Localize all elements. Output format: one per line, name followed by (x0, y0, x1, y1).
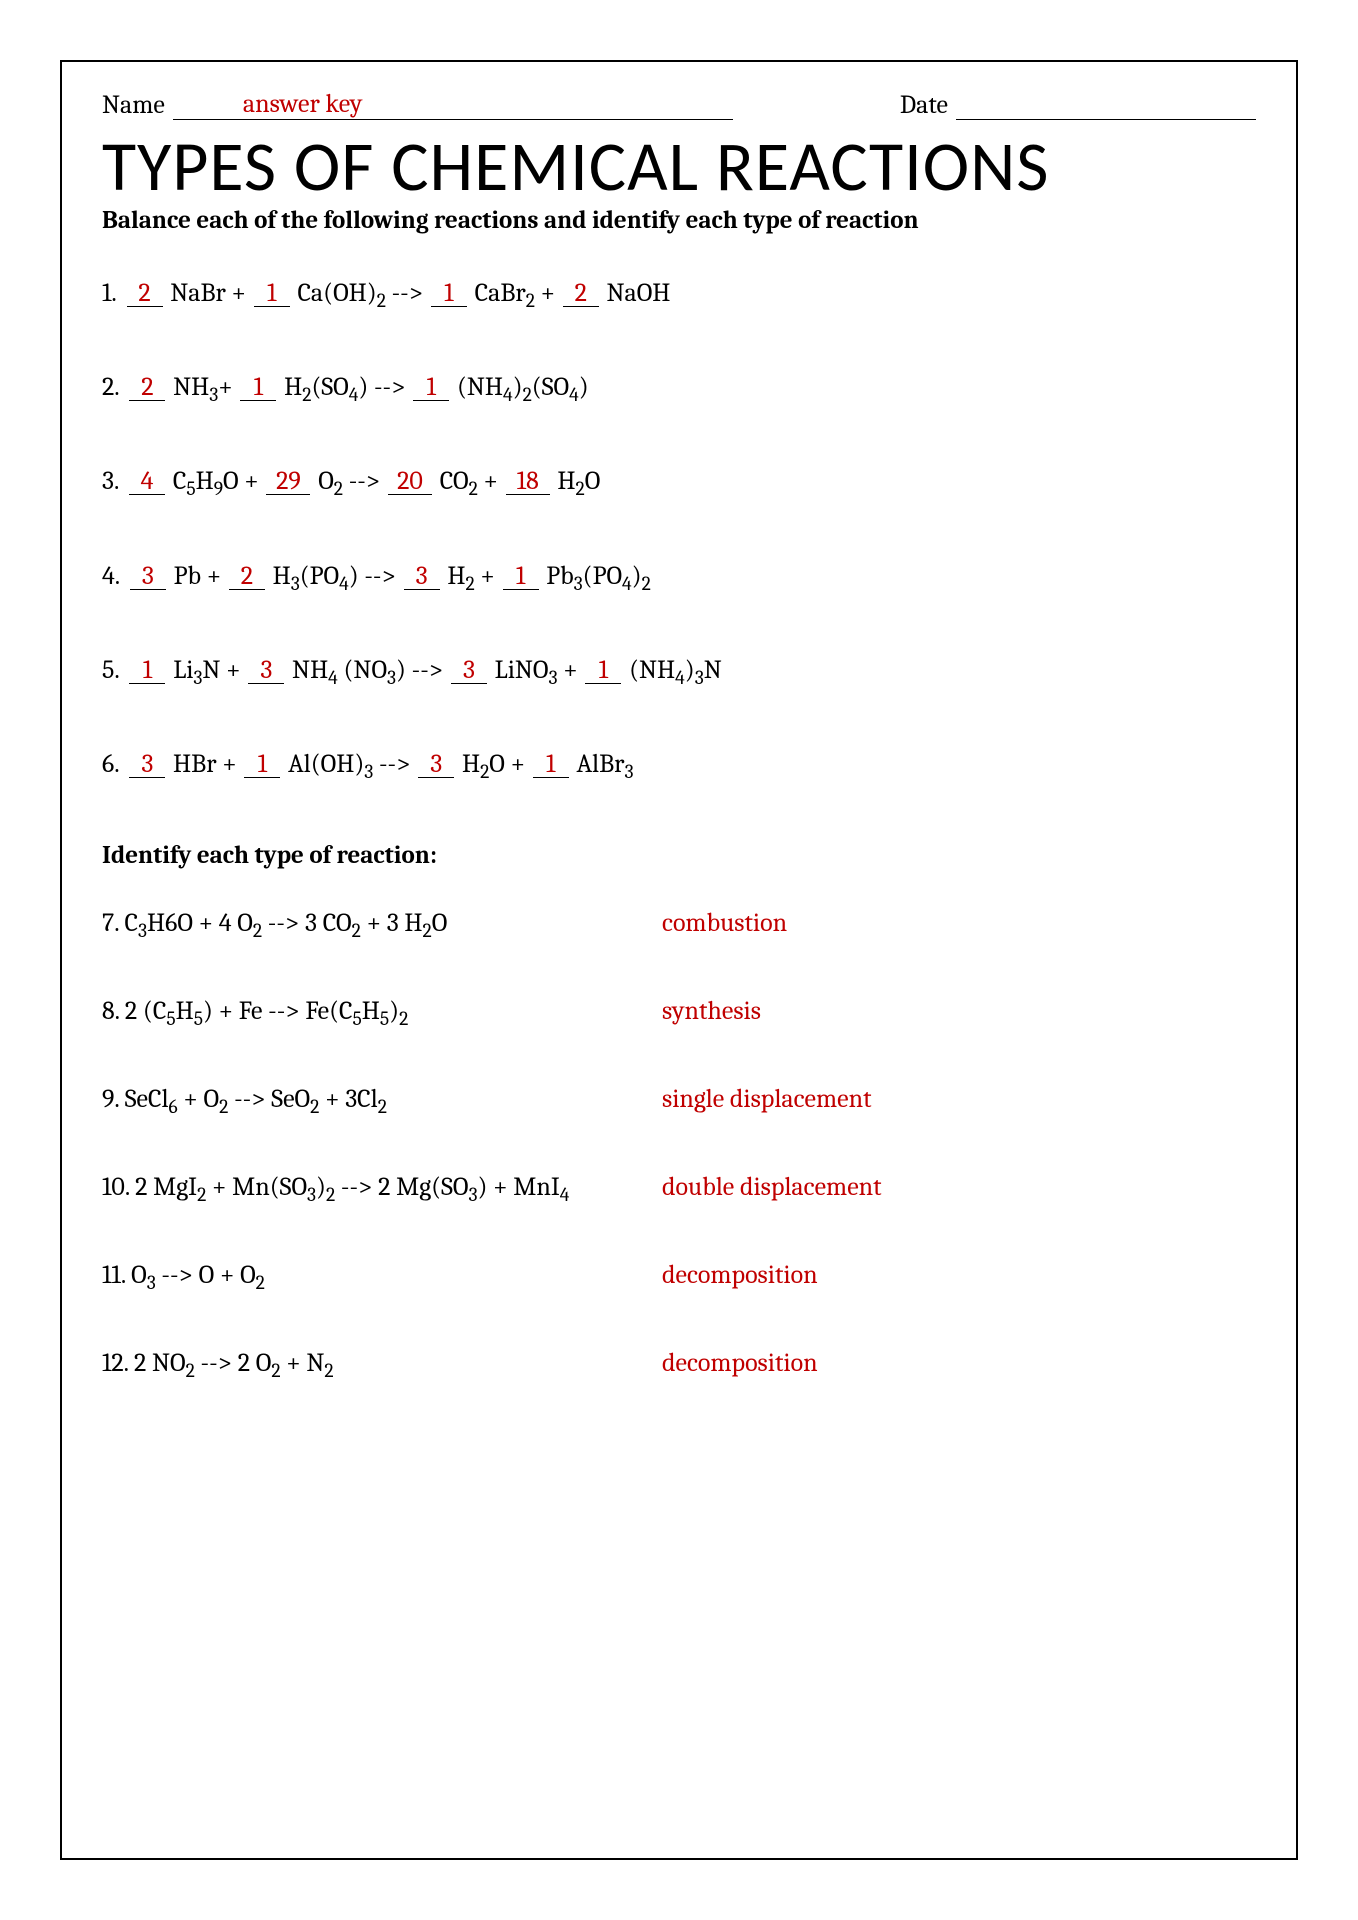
formula-segment: Al(OH)3 --> (288, 749, 410, 779)
identify-problem: 11. O3 --> O + O2decomposition (102, 1260, 1256, 1290)
formula-segment: H3(PO4) --> (273, 561, 396, 591)
formula-segment: (NH4)2(SO4) (457, 372, 589, 402)
formula-segment: H2 + (447, 561, 494, 591)
worksheet-page: Name answer key Date TYPES OF CHEMICAL R… (0, 0, 1358, 1920)
formula-segment: AlBr3 (576, 749, 633, 779)
reaction-type-answer: double displacement (662, 1172, 882, 1202)
identify-equation: 9. SeCl6 + O2 --> SeO2 + 3Cl2 (102, 1084, 662, 1114)
problem-number: 4. (102, 561, 120, 591)
formula-segment: (NH4)3N (629, 655, 722, 685)
problem-number: 10. (102, 1172, 129, 1202)
formula-segment: H2(SO4) --> (284, 372, 405, 402)
formula-segment: NH3+ (173, 372, 233, 402)
date-line (956, 98, 1256, 120)
name-line: answer key (173, 94, 733, 120)
formula-segment: H2O (557, 466, 600, 496)
coefficient-blank: 29 (266, 468, 310, 495)
formula-segment: Li3N + (173, 655, 240, 685)
problem-number: 11. (102, 1260, 125, 1290)
name-value: answer key (243, 91, 363, 117)
identify-equation: 11. O3 --> O + O2 (102, 1260, 662, 1290)
formula-segment: HBr + (173, 749, 237, 779)
coefficient-blank: 1 (431, 280, 467, 307)
problem-number: 1. (102, 278, 117, 308)
formula-segment: LiNO3 + (495, 655, 578, 685)
identify-problem-list: 7. C3H6O + 4 O2 --> 3 CO2 + 3 H2Ocombust… (102, 908, 1256, 1378)
balance-problem: 4. 3 Pb + 2 H3(PO4) --> 3 H2 + 1 Pb3(PO4… (102, 558, 1256, 594)
reaction-type-answer: single displacement (662, 1084, 872, 1114)
identify-equation: 7. C3H6O + 4 O2 --> 3 CO2 + 3 H2O (102, 908, 662, 938)
coefficient-blank: 3 (130, 563, 166, 590)
coefficient-blank: 1 (254, 280, 290, 307)
problem-number: 12. (102, 1348, 128, 1378)
reaction-type-answer: decomposition (662, 1260, 818, 1290)
formula-segment: CO2 + (440, 466, 498, 496)
coefficient-blank: 1 (503, 563, 539, 590)
coefficient-blank: 1 (129, 657, 165, 684)
header-row: Name answer key Date (102, 90, 1256, 120)
problem-number: 7. (102, 908, 119, 938)
coefficient-blank: 3 (129, 751, 165, 778)
problem-number: 8. (102, 996, 119, 1026)
problem-number: 3. (102, 466, 119, 496)
coefficient-blank: 3 (248, 657, 284, 684)
page-title: TYPES OF CHEMICAL REACTIONS (102, 130, 1256, 204)
balance-problem: 1. 2 NaBr + 1 Ca(OH)2 --> 1 CaBr2 + 2 Na… (102, 275, 1256, 311)
coefficient-blank: 2 (129, 374, 165, 401)
formula-segment: C5H9O + (173, 466, 259, 496)
reaction-type-answer: synthesis (662, 996, 761, 1026)
formula-segment: O2 --> (318, 466, 380, 496)
name-field: Name answer key (102, 90, 733, 120)
coefficient-blank: 2 (127, 280, 163, 307)
identify-equation: 12. 2 NO2 --> 2 O2 + N2 (102, 1348, 662, 1378)
coefficient-blank: 2 (229, 563, 265, 590)
problem-number: 2. (102, 372, 120, 402)
problem-number: 6. (102, 749, 120, 779)
coefficient-blank: 1 (533, 751, 569, 778)
problem-number: 9. (102, 1084, 119, 1114)
date-label: Date (900, 90, 948, 120)
balance-problem: 2. 2 NH3+ 1 H2(SO4) --> 1 (NH4)2(SO4) (102, 369, 1256, 405)
coefficient-blank: 1 (244, 751, 280, 778)
identify-problem: 8. 2 (C5H5) + Fe --> Fe(C5H5)2synthesis (102, 996, 1256, 1026)
coefficient-blank: 1 (240, 374, 276, 401)
coefficient-blank: 2 (563, 280, 599, 307)
identify-problem: 12. 2 NO2 --> 2 O2 + N2decomposition (102, 1348, 1256, 1378)
balance-problem: 5. 1 Li3N + 3 NH4 (NO3) --> 3 LiNO3 + 1 … (102, 652, 1256, 688)
balance-problem: 6. 3 HBr + 1 Al(OH)3 --> 3 H2O + 1 AlBr3 (102, 746, 1256, 782)
reaction-type-answer: decomposition (662, 1348, 818, 1378)
coefficient-blank: 1 (585, 657, 621, 684)
formula-segment: Pb3(PO4)2 (546, 561, 651, 591)
formula-segment: CaBr2 + (475, 278, 555, 308)
identify-problem: 7. C3H6O + 4 O2 --> 3 CO2 + 3 H2Ocombust… (102, 908, 1256, 938)
formula-segment: NaBr + (170, 278, 246, 308)
reaction-type-answer: combustion (662, 908, 787, 938)
balance-problem: 3. 4 C5H9O + 29 O2 --> 20 CO2 + 18 H2O (102, 463, 1256, 499)
name-label: Name (102, 90, 165, 120)
balance-problem-list: 1. 2 NaBr + 1 Ca(OH)2 --> 1 CaBr2 + 2 Na… (102, 275, 1256, 783)
identify-heading: Identify each type of reaction: (102, 841, 1256, 870)
coefficient-blank: 18 (506, 468, 550, 495)
coefficient-blank: 20 (388, 468, 432, 495)
coefficient-blank: 3 (451, 657, 487, 684)
formula-segment: NaOH (607, 278, 671, 308)
identify-equation: 10. 2 MgI2 + Mn(SO3)2 --> 2 Mg(SO3) + Mn… (102, 1172, 662, 1202)
date-field: Date (900, 90, 1256, 120)
instructions: Balance each of the following reactions … (102, 206, 1256, 235)
formula-segment: NH4 (NO3) --> (292, 655, 443, 685)
coefficient-blank: 4 (129, 468, 165, 495)
coefficient-blank: 1 (413, 374, 449, 401)
problem-number: 5. (102, 655, 120, 685)
coefficient-blank: 3 (404, 563, 440, 590)
formula-segment: Pb + (174, 561, 222, 591)
formula-segment: Ca(OH)2 --> (297, 278, 423, 308)
formula-segment: H2O + (462, 749, 525, 779)
identify-problem: 9. SeCl6 + O2 --> SeO2 + 3Cl2single disp… (102, 1084, 1256, 1114)
worksheet-frame: Name answer key Date TYPES OF CHEMICAL R… (60, 60, 1298, 1860)
coefficient-blank: 3 (418, 751, 454, 778)
identify-equation: 8. 2 (C5H5) + Fe --> Fe(C5H5)2 (102, 996, 662, 1026)
identify-problem: 10. 2 MgI2 + Mn(SO3)2 --> 2 Mg(SO3) + Mn… (102, 1172, 1256, 1202)
